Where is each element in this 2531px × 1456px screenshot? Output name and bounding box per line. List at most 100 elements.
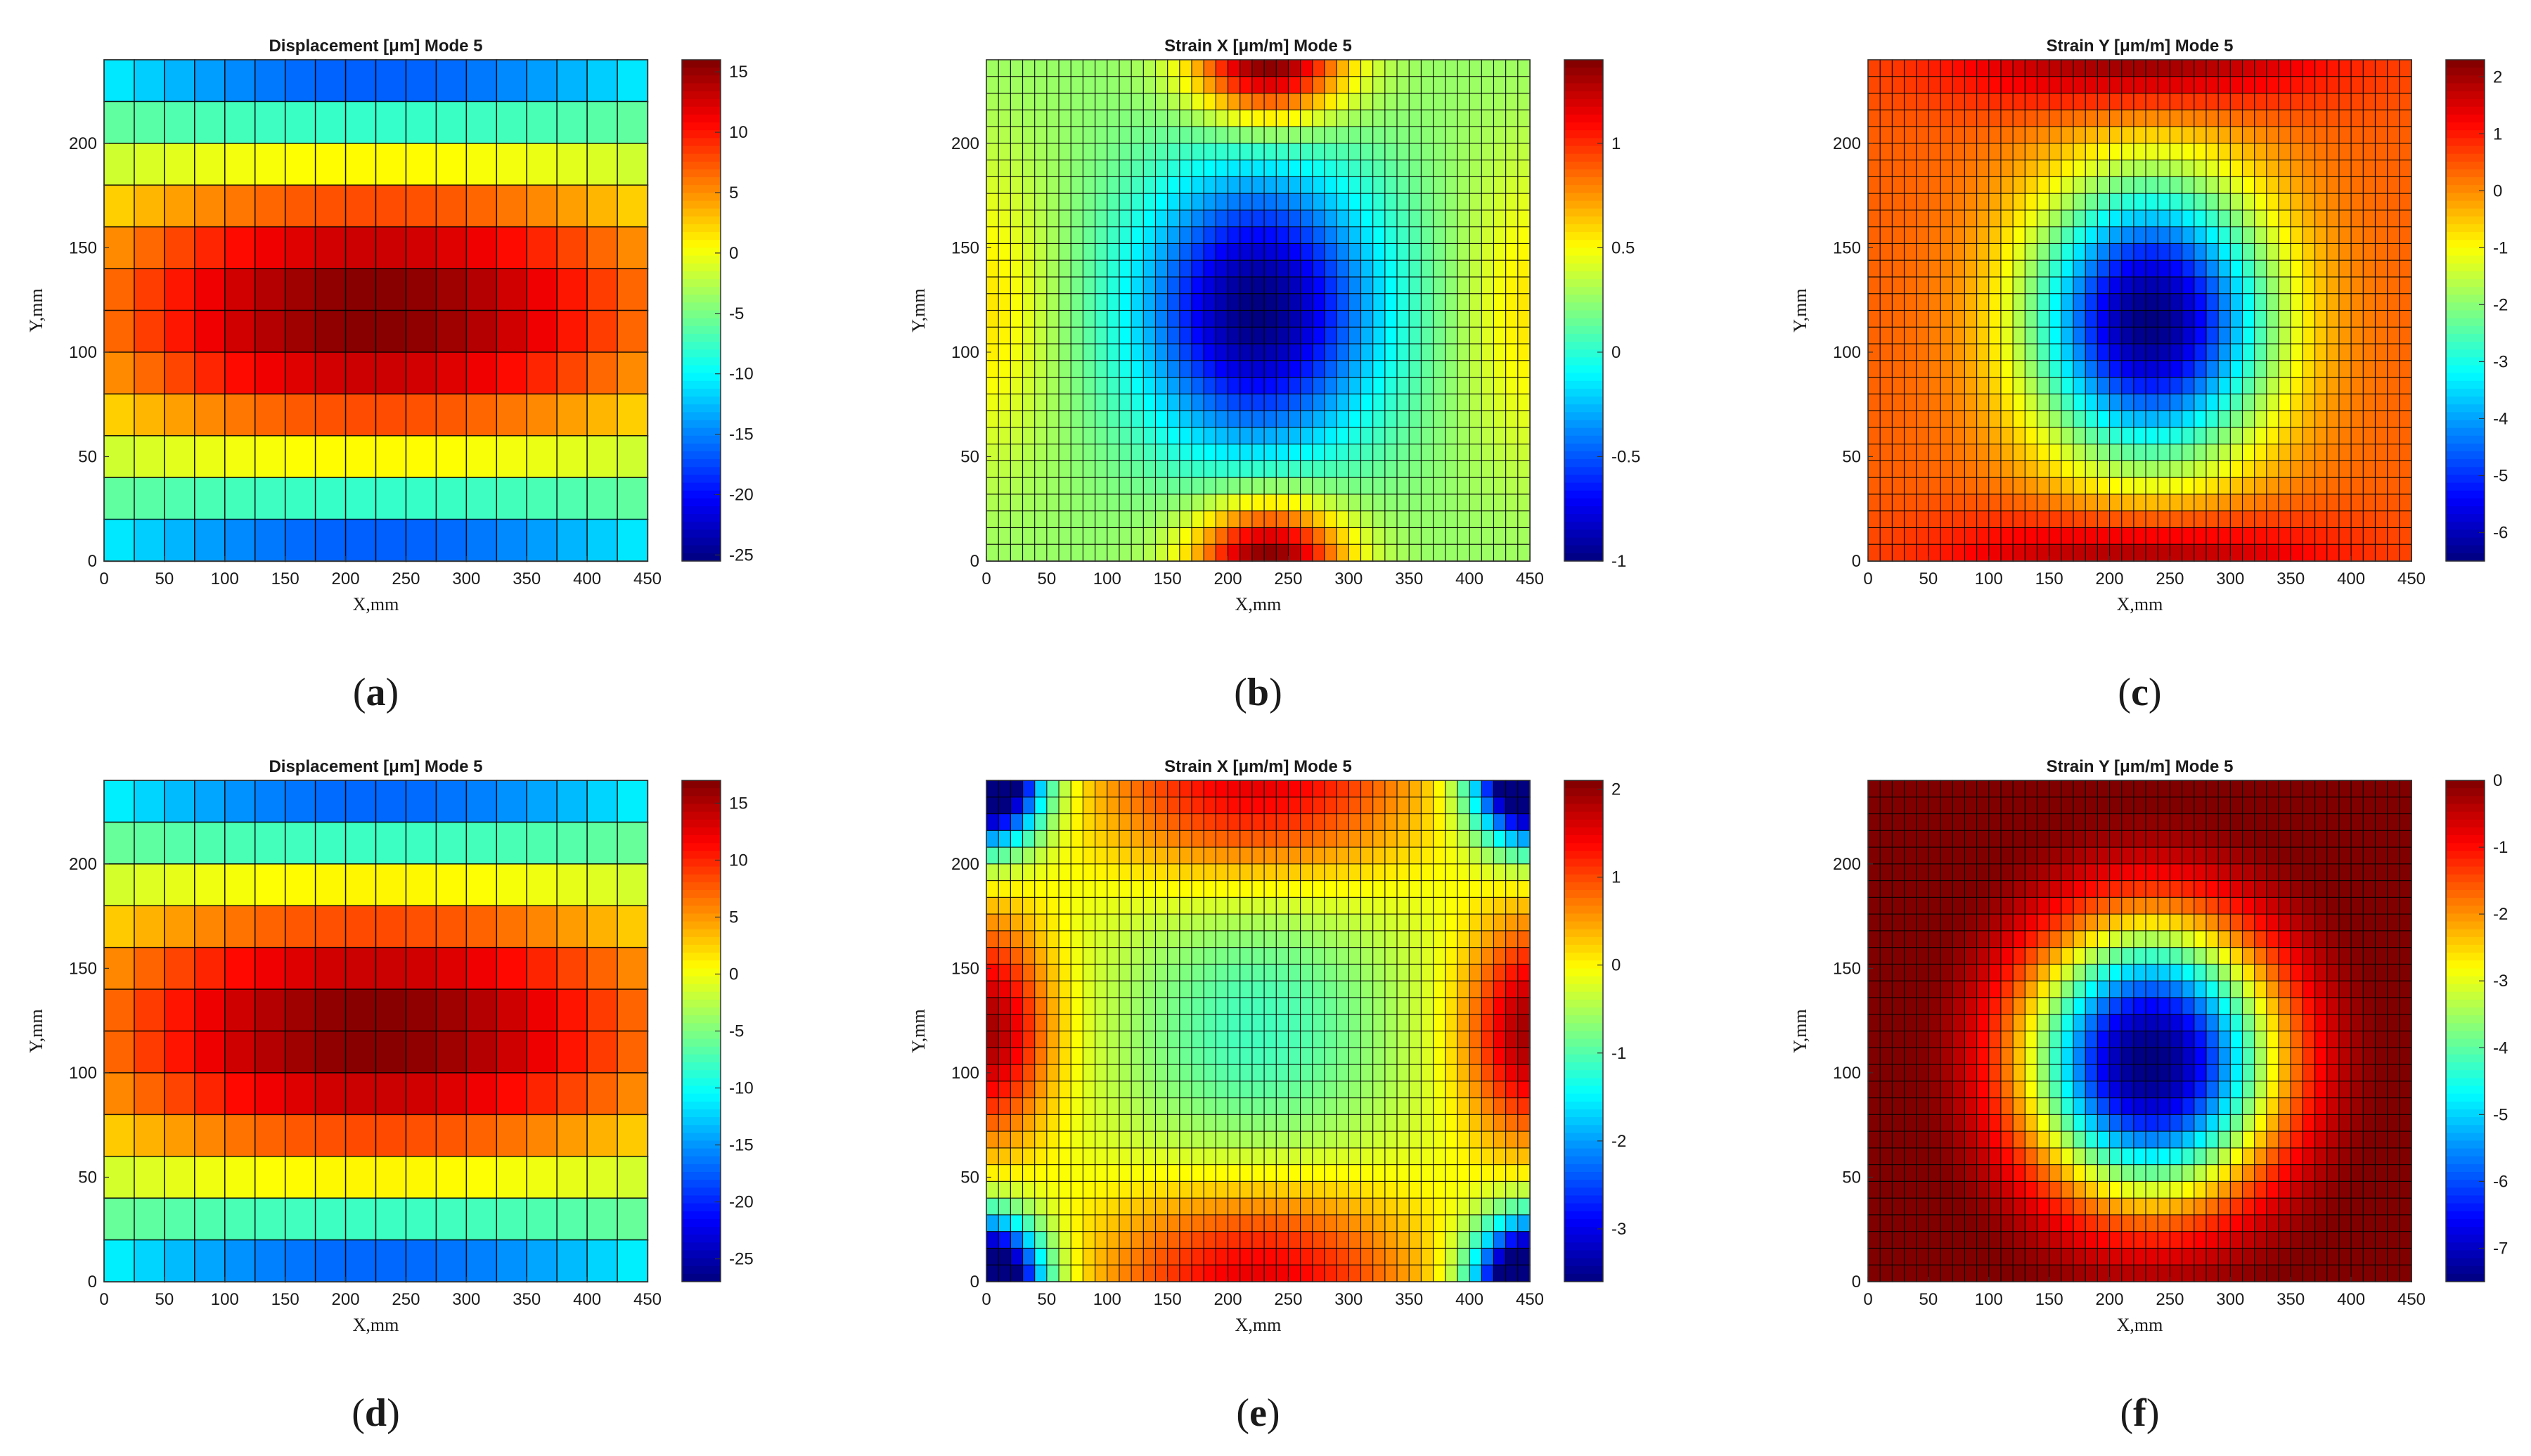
- heatmap-cell: [1457, 160, 1471, 178]
- heatmap-cell: [1903, 477, 1917, 495]
- heatmap-cell: [1336, 293, 1350, 311]
- heatmap-cell: [1940, 477, 1954, 495]
- heatmap-cell: [1952, 510, 1966, 529]
- y-axis-label: Y,mm: [908, 1009, 929, 1052]
- heatmap-cell: [1517, 1247, 1531, 1266]
- heatmap-cell: [1445, 1147, 1458, 1166]
- heatmap-cell: [1312, 193, 1325, 211]
- heatmap-cell: [2169, 126, 2183, 144]
- heatmap-cell: [1903, 59, 1917, 77]
- heatmap-cell: [1312, 880, 1325, 898]
- heatmap-cell: [2314, 243, 2328, 262]
- heatmap-cell: [1022, 913, 1036, 932]
- heatmap-cell: [2266, 444, 2280, 462]
- heatmap-cell: [1034, 210, 1048, 228]
- heatmap-cell: [1312, 259, 1325, 278]
- heatmap-cell: [375, 59, 407, 103]
- heatmap-cell: [2229, 326, 2243, 345]
- heatmap-cell: [1191, 947, 1205, 965]
- heatmap-cell: [1481, 510, 1495, 529]
- heatmap-cell: [1372, 326, 1386, 345]
- heatmap-cell: [2374, 276, 2388, 295]
- heatmap-cell: [1396, 896, 1410, 915]
- heatmap-cell: [998, 1081, 1012, 1099]
- heatmap-cell: [1179, 226, 1193, 245]
- heatmap-cell: [1312, 1180, 1325, 1199]
- heatmap-cell: [2338, 109, 2352, 128]
- heatmap-cell: [1107, 1147, 1120, 1166]
- heatmap-cell: [1287, 1030, 1301, 1049]
- heatmap-cell: [1094, 193, 1108, 211]
- heatmap-cell: [1239, 1247, 1253, 1266]
- heatmap-cell: [1903, 293, 1917, 311]
- heatmap-cell: [284, 905, 316, 948]
- heatmap-cell: [1215, 226, 1229, 245]
- heatmap-cell: [344, 905, 377, 948]
- heatmap-cell: [556, 143, 588, 186]
- heatmap-cell: [2108, 393, 2123, 412]
- heatmap-cell: [1142, 76, 1157, 94]
- heatmap-cell: [1964, 293, 1978, 311]
- heatmap-cell: [1360, 92, 1374, 111]
- colorbar-segment: [682, 936, 721, 946]
- heatmap-cell: [2061, 276, 2075, 295]
- heatmap-cell: [1432, 997, 1446, 1015]
- heatmap-cell: [2350, 393, 2364, 412]
- heatmap-cell: [1445, 427, 1458, 445]
- colorbar-tick-label: -5: [729, 1022, 744, 1041]
- heatmap-cell: [1988, 343, 2002, 361]
- heatmap-cell: [1312, 1114, 1325, 1133]
- heatmap-cell: [465, 1239, 498, 1283]
- heatmap-cell: [1952, 360, 1966, 378]
- heatmap-cell: [1517, 393, 1531, 412]
- colorbar-segment: [1564, 498, 1603, 507]
- heatmap-cell: [1505, 477, 1519, 495]
- heatmap-cell: [1517, 863, 1531, 882]
- heatmap-cell: [556, 946, 588, 991]
- heatmap-cell: [1034, 1197, 1048, 1216]
- heatmap-cell: [1312, 863, 1325, 882]
- heatmap-cell: [1203, 527, 1217, 546]
- heatmap-cell: [1287, 259, 1301, 278]
- heatmap-cell: [1372, 343, 1386, 361]
- heatmap-cell: [1287, 1180, 1301, 1199]
- heatmap-cell: [1384, 846, 1398, 865]
- heatmap-cell: [1517, 126, 1531, 144]
- heatmap-cell: [1300, 494, 1313, 512]
- heatmap-cell: [1312, 1097, 1325, 1116]
- heatmap-cell: [314, 268, 347, 311]
- heatmap-cell: [2374, 343, 2388, 361]
- heatmap-cell: [2205, 543, 2220, 562]
- heatmap-cell: [1481, 226, 1495, 245]
- heatmap-cell: [1154, 1214, 1168, 1232]
- heatmap-cell: [1167, 1147, 1180, 1166]
- heatmap-cell: [2036, 76, 2050, 94]
- heatmap-cell: [1070, 143, 1084, 161]
- heatmap-cell: [1154, 997, 1168, 1015]
- colorbar-segment: [682, 349, 721, 358]
- heatmap-cell: [1372, 880, 1386, 898]
- heatmap-cell: [1469, 1264, 1483, 1282]
- heatmap-cell: [2085, 160, 2099, 178]
- heatmap-cell: [1215, 360, 1229, 378]
- heatmap-cell: [1070, 543, 1084, 562]
- heatmap-cell: [1022, 780, 1036, 798]
- heatmap-cell: [375, 780, 407, 823]
- heatmap-cell: [2108, 477, 2123, 495]
- heatmap-cell: [2085, 410, 2099, 428]
- heatmap-cell: [1336, 980, 1350, 998]
- colorbar-tick-label: 5: [729, 908, 738, 927]
- colorbar-segment: [2446, 326, 2485, 335]
- heatmap-cell: [1445, 226, 1458, 245]
- heatmap-cell: [1034, 880, 1048, 898]
- heatmap-cell: [224, 988, 256, 1032]
- heatmap-cell: [1154, 393, 1168, 412]
- x-tick-label: 250: [392, 569, 420, 588]
- heatmap-cell: [1082, 1097, 1096, 1116]
- heatmap-cell: [1034, 76, 1048, 94]
- heatmap-cell: [164, 905, 196, 948]
- heatmap-cell: [1360, 1097, 1374, 1116]
- heatmap-cell: [2266, 92, 2280, 111]
- heatmap-cell: [1034, 1214, 1048, 1232]
- heatmap-cell: [1360, 1014, 1374, 1032]
